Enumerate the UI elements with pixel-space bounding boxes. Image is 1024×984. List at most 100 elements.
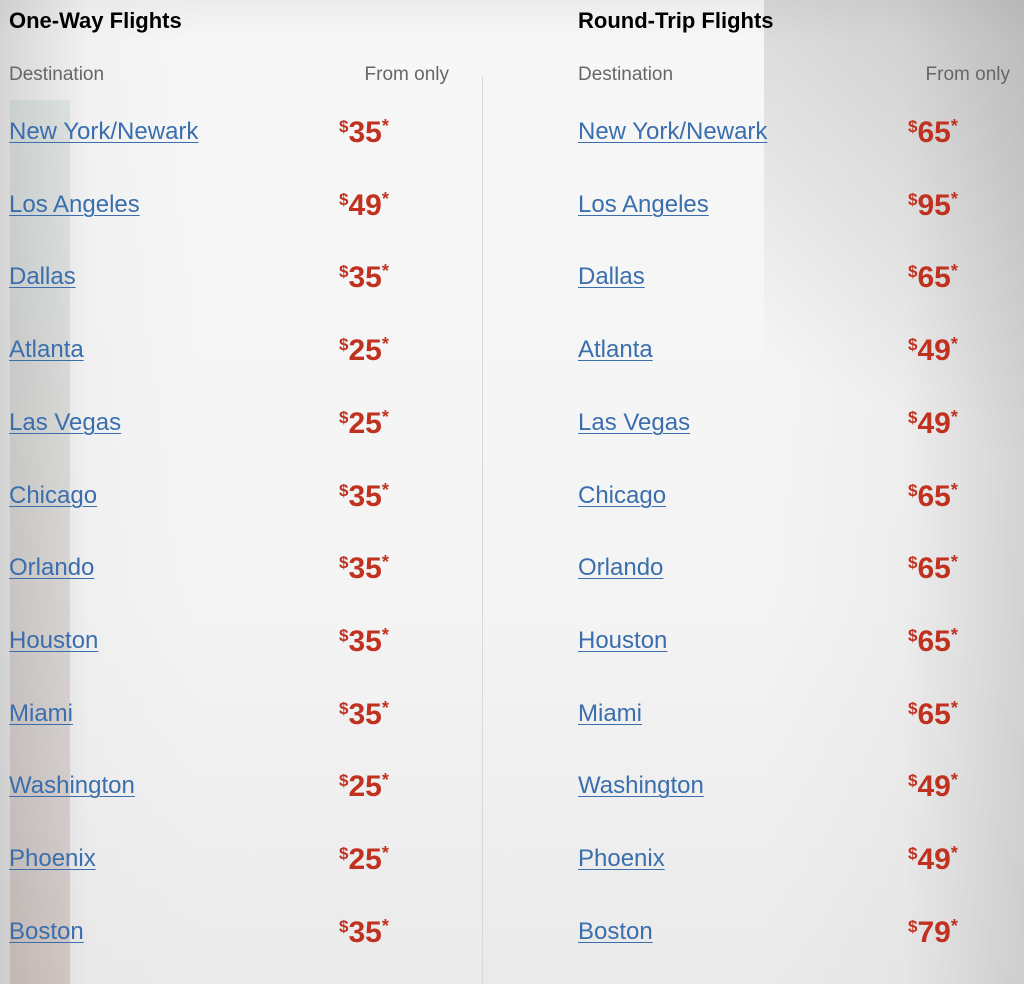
flight-row: Las Vegas $49* xyxy=(578,406,1010,449)
flight-row: Miami $35* xyxy=(9,698,449,740)
flight-row: Los Angeles $49* xyxy=(9,188,449,231)
fare-price: $65* xyxy=(908,625,958,659)
currency-symbol: $ xyxy=(908,698,918,718)
destination-link[interactable]: Miami xyxy=(9,699,73,727)
flight-row: Houston $65* xyxy=(578,625,1010,667)
fare-amount: 65 xyxy=(917,697,951,731)
destination-link[interactable]: Las Vegas xyxy=(9,408,122,436)
currency-symbol: $ xyxy=(339,698,349,718)
currency-symbol: $ xyxy=(908,916,918,936)
fare-amount: 49 xyxy=(348,188,382,222)
fare-amount: 35 xyxy=(348,697,382,731)
fare-price: $25* xyxy=(339,843,389,877)
currency-symbol: $ xyxy=(339,407,349,427)
fare-price: $49* xyxy=(908,770,958,804)
footnote-marker: * xyxy=(381,843,389,863)
fare-price: $35* xyxy=(339,625,389,659)
destination-link[interactable]: Phoenix xyxy=(578,845,665,872)
flight-row: Dallas $65* xyxy=(578,261,1010,303)
fare-amount: 65 xyxy=(917,261,951,295)
destination-link[interactable]: Chicago xyxy=(578,481,667,509)
footnote-marker: * xyxy=(381,406,389,427)
fare-amount: 65 xyxy=(917,116,951,149)
currency-symbol: $ xyxy=(339,771,349,791)
fare-price: $65* xyxy=(908,552,958,586)
flight-row: Washington $49* xyxy=(578,770,1010,812)
footnote-marker: * xyxy=(381,188,389,209)
destination-link[interactable]: Chicago xyxy=(9,481,98,509)
destination-link[interactable]: Los Angeles xyxy=(578,190,709,218)
destination-link[interactable]: Atlanta xyxy=(578,336,653,364)
currency-symbol: $ xyxy=(339,189,349,209)
price-column-header: From only xyxy=(925,64,1010,85)
footnote-marker: * xyxy=(950,261,958,282)
destination-link[interactable]: Dallas xyxy=(9,263,76,291)
destination-link[interactable]: Orlando xyxy=(9,554,95,582)
fare-price: $25* xyxy=(339,407,389,441)
destination-link[interactable]: Las Vegas xyxy=(578,408,691,436)
fare-amount: 79 xyxy=(917,915,951,949)
flight-row: Dallas $35* xyxy=(9,261,449,303)
fare-price: $65* xyxy=(908,116,958,150)
footnote-marker: * xyxy=(950,624,958,645)
destination-link[interactable]: Los Angeles xyxy=(9,190,140,218)
footnote-marker: * xyxy=(381,261,389,282)
footnote-marker: * xyxy=(950,915,958,936)
footnote-marker: * xyxy=(381,116,389,136)
destination-link[interactable]: Boston xyxy=(9,917,84,945)
footnote-marker: * xyxy=(381,697,389,718)
footnote-marker: * xyxy=(950,406,958,427)
flight-row: Chicago $65* xyxy=(578,480,1010,522)
flight-row: Chicago $35* xyxy=(9,480,449,522)
destination-link[interactable]: Miami xyxy=(578,699,642,727)
destination-link[interactable]: Houston xyxy=(578,626,668,654)
currency-symbol: $ xyxy=(908,844,918,863)
fare-price: $35* xyxy=(339,261,389,295)
flight-row: Las Vegas $25* xyxy=(9,407,449,449)
destination-link[interactable]: Dallas xyxy=(578,263,645,291)
destination-link[interactable]: New York/Newark xyxy=(9,118,199,145)
fare-price: $25* xyxy=(339,770,389,804)
fare-price: $25* xyxy=(339,334,389,368)
fare-amount: 49 xyxy=(917,843,951,876)
fare-price: $35* xyxy=(339,552,389,586)
fare-amount: 65 xyxy=(917,624,951,658)
destination-link[interactable]: Houston xyxy=(9,626,99,654)
footnote-marker: * xyxy=(950,770,958,791)
fare-price: $35* xyxy=(339,916,389,950)
fare-price: $65* xyxy=(908,480,958,514)
footnote-marker: * xyxy=(950,116,958,136)
destination-link[interactable]: Washington xyxy=(578,772,704,800)
fare-price: $79* xyxy=(908,916,958,950)
fare-amount: 35 xyxy=(348,915,382,949)
flight-row: Houston $35* xyxy=(9,625,449,667)
destination-link[interactable]: Orlando xyxy=(578,554,664,582)
fare-price: $49* xyxy=(908,843,958,877)
flight-row: Atlanta $25* xyxy=(9,334,449,376)
destination-link[interactable]: Phoenix xyxy=(9,845,96,872)
fare-amount: 65 xyxy=(917,479,951,513)
flight-row: New York/Newark $65* xyxy=(578,116,1010,158)
currency-symbol: $ xyxy=(339,480,349,500)
footnote-marker: * xyxy=(381,624,389,645)
currency-symbol: $ xyxy=(908,480,918,500)
destination-link[interactable]: Boston xyxy=(578,917,653,945)
price-column-header: From only xyxy=(364,64,449,85)
footnote-marker: * xyxy=(381,334,389,355)
flight-row: Orlando $35* xyxy=(9,552,449,594)
flight-row: Atlanta $49* xyxy=(578,334,1010,376)
fare-price: $35* xyxy=(339,698,389,732)
flight-row: Los Angeles $95* xyxy=(578,188,1010,231)
destination-link[interactable]: Atlanta xyxy=(9,336,84,364)
currency-symbol: $ xyxy=(339,625,349,645)
currency-symbol: $ xyxy=(339,117,349,136)
currency-symbol: $ xyxy=(908,189,918,209)
destination-link[interactable]: Washington xyxy=(9,772,135,800)
fare-amount: 95 xyxy=(917,188,951,222)
currency-symbol: $ xyxy=(908,262,918,282)
currency-symbol: $ xyxy=(908,335,918,355)
fare-amount: 35 xyxy=(348,116,382,149)
column-divider xyxy=(482,76,483,984)
fare-amount: 65 xyxy=(917,552,951,586)
destination-link[interactable]: New York/Newark xyxy=(578,118,768,145)
